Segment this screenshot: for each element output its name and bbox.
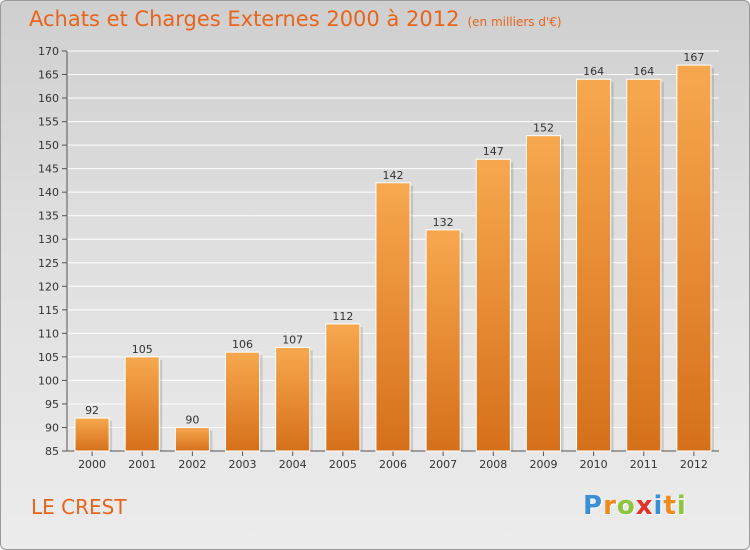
data-label: 112 [332,310,353,323]
x-tick-label: 2004 [279,458,307,471]
data-label: 164 [583,65,604,78]
y-tick-label: 115 [38,304,59,317]
y-tick-label: 145 [38,163,59,176]
y-tick-label: 135 [38,210,59,223]
y-tick-label: 120 [38,280,59,293]
logo-letter: t [663,491,677,521]
bar-2006 [375,182,411,452]
logo-letter: i [676,491,687,521]
bar-layer [74,64,714,452]
bar-2007 [425,229,461,452]
chart-title-text: Achats et Charges Externes 2000 à 2012 [29,7,460,31]
logo-letter: o [616,491,636,521]
data-label: 142 [383,169,404,182]
chart-subtitle: (en milliers d'€) [467,15,562,29]
data-label: 152 [533,122,554,135]
x-tick-label: 2012 [680,458,708,471]
y-tick-label: 165 [38,69,59,82]
label-layer: 92 105 90 106 107 112 142 132 147 152 164 164 167 [85,51,704,426]
logo-letter: x [635,491,654,521]
x-tick-label: 2001 [128,458,156,471]
place-name: LE CREST [31,495,127,519]
y-tick-label: 155 [38,116,59,129]
x-tick-label: 2011 [630,458,658,471]
bar-2001 [124,356,160,452]
bar-2004 [275,346,311,452]
data-label: 90 [185,413,199,426]
y-tick-label: 140 [38,186,59,199]
data-label: 92 [85,404,99,417]
bar-2000 [74,417,110,452]
x-tick-label: 2005 [329,458,357,471]
bar-2003 [224,351,261,452]
bar-2005 [325,323,361,452]
x-tick-label: 2009 [529,458,557,471]
proxiti-logo: Proxiti [583,491,687,521]
x-tick-label: 2006 [379,458,407,471]
y-tick-label: 90 [45,421,59,434]
bar-2012 [676,64,712,452]
data-label: 105 [132,343,153,356]
bar-2009 [525,135,562,452]
logo-letter: P [583,491,604,521]
bar-2008 [475,158,511,452]
y-tick-label: 130 [38,233,59,246]
y-tick-label: 125 [38,257,59,270]
data-label: 164 [633,65,654,78]
y-tick-label: 160 [38,92,59,105]
bar-2010 [576,78,612,452]
data-label: 132 [433,216,454,229]
data-label: 167 [683,51,704,64]
data-label: 106 [232,338,253,351]
logo-letter: i [653,491,664,521]
data-label: 147 [483,145,504,158]
chart-title: Achats et Charges Externes 2000 à 2012 (e… [29,7,562,31]
data-label: 107 [282,333,303,346]
bar-2002 [174,426,210,452]
y-tick-label: 85 [45,445,59,458]
logo-letter: r [603,491,617,521]
x-tick-label: 2002 [178,458,206,471]
bar-2011 [626,78,662,452]
y-tick-label: 105 [38,351,59,364]
x-tick-label: 2003 [229,458,257,471]
x-tick-label: 2007 [429,458,457,471]
y-tick-label: 95 [45,398,59,411]
x-tick-label: 2008 [479,458,507,471]
x-tick-label: 2000 [78,458,106,471]
y-tick-label: 150 [38,139,59,152]
y-tick-label: 100 [38,374,59,387]
x-tick-label: 2010 [580,458,608,471]
y-tick-label: 110 [38,327,59,340]
y-tick-label: 170 [38,45,59,58]
